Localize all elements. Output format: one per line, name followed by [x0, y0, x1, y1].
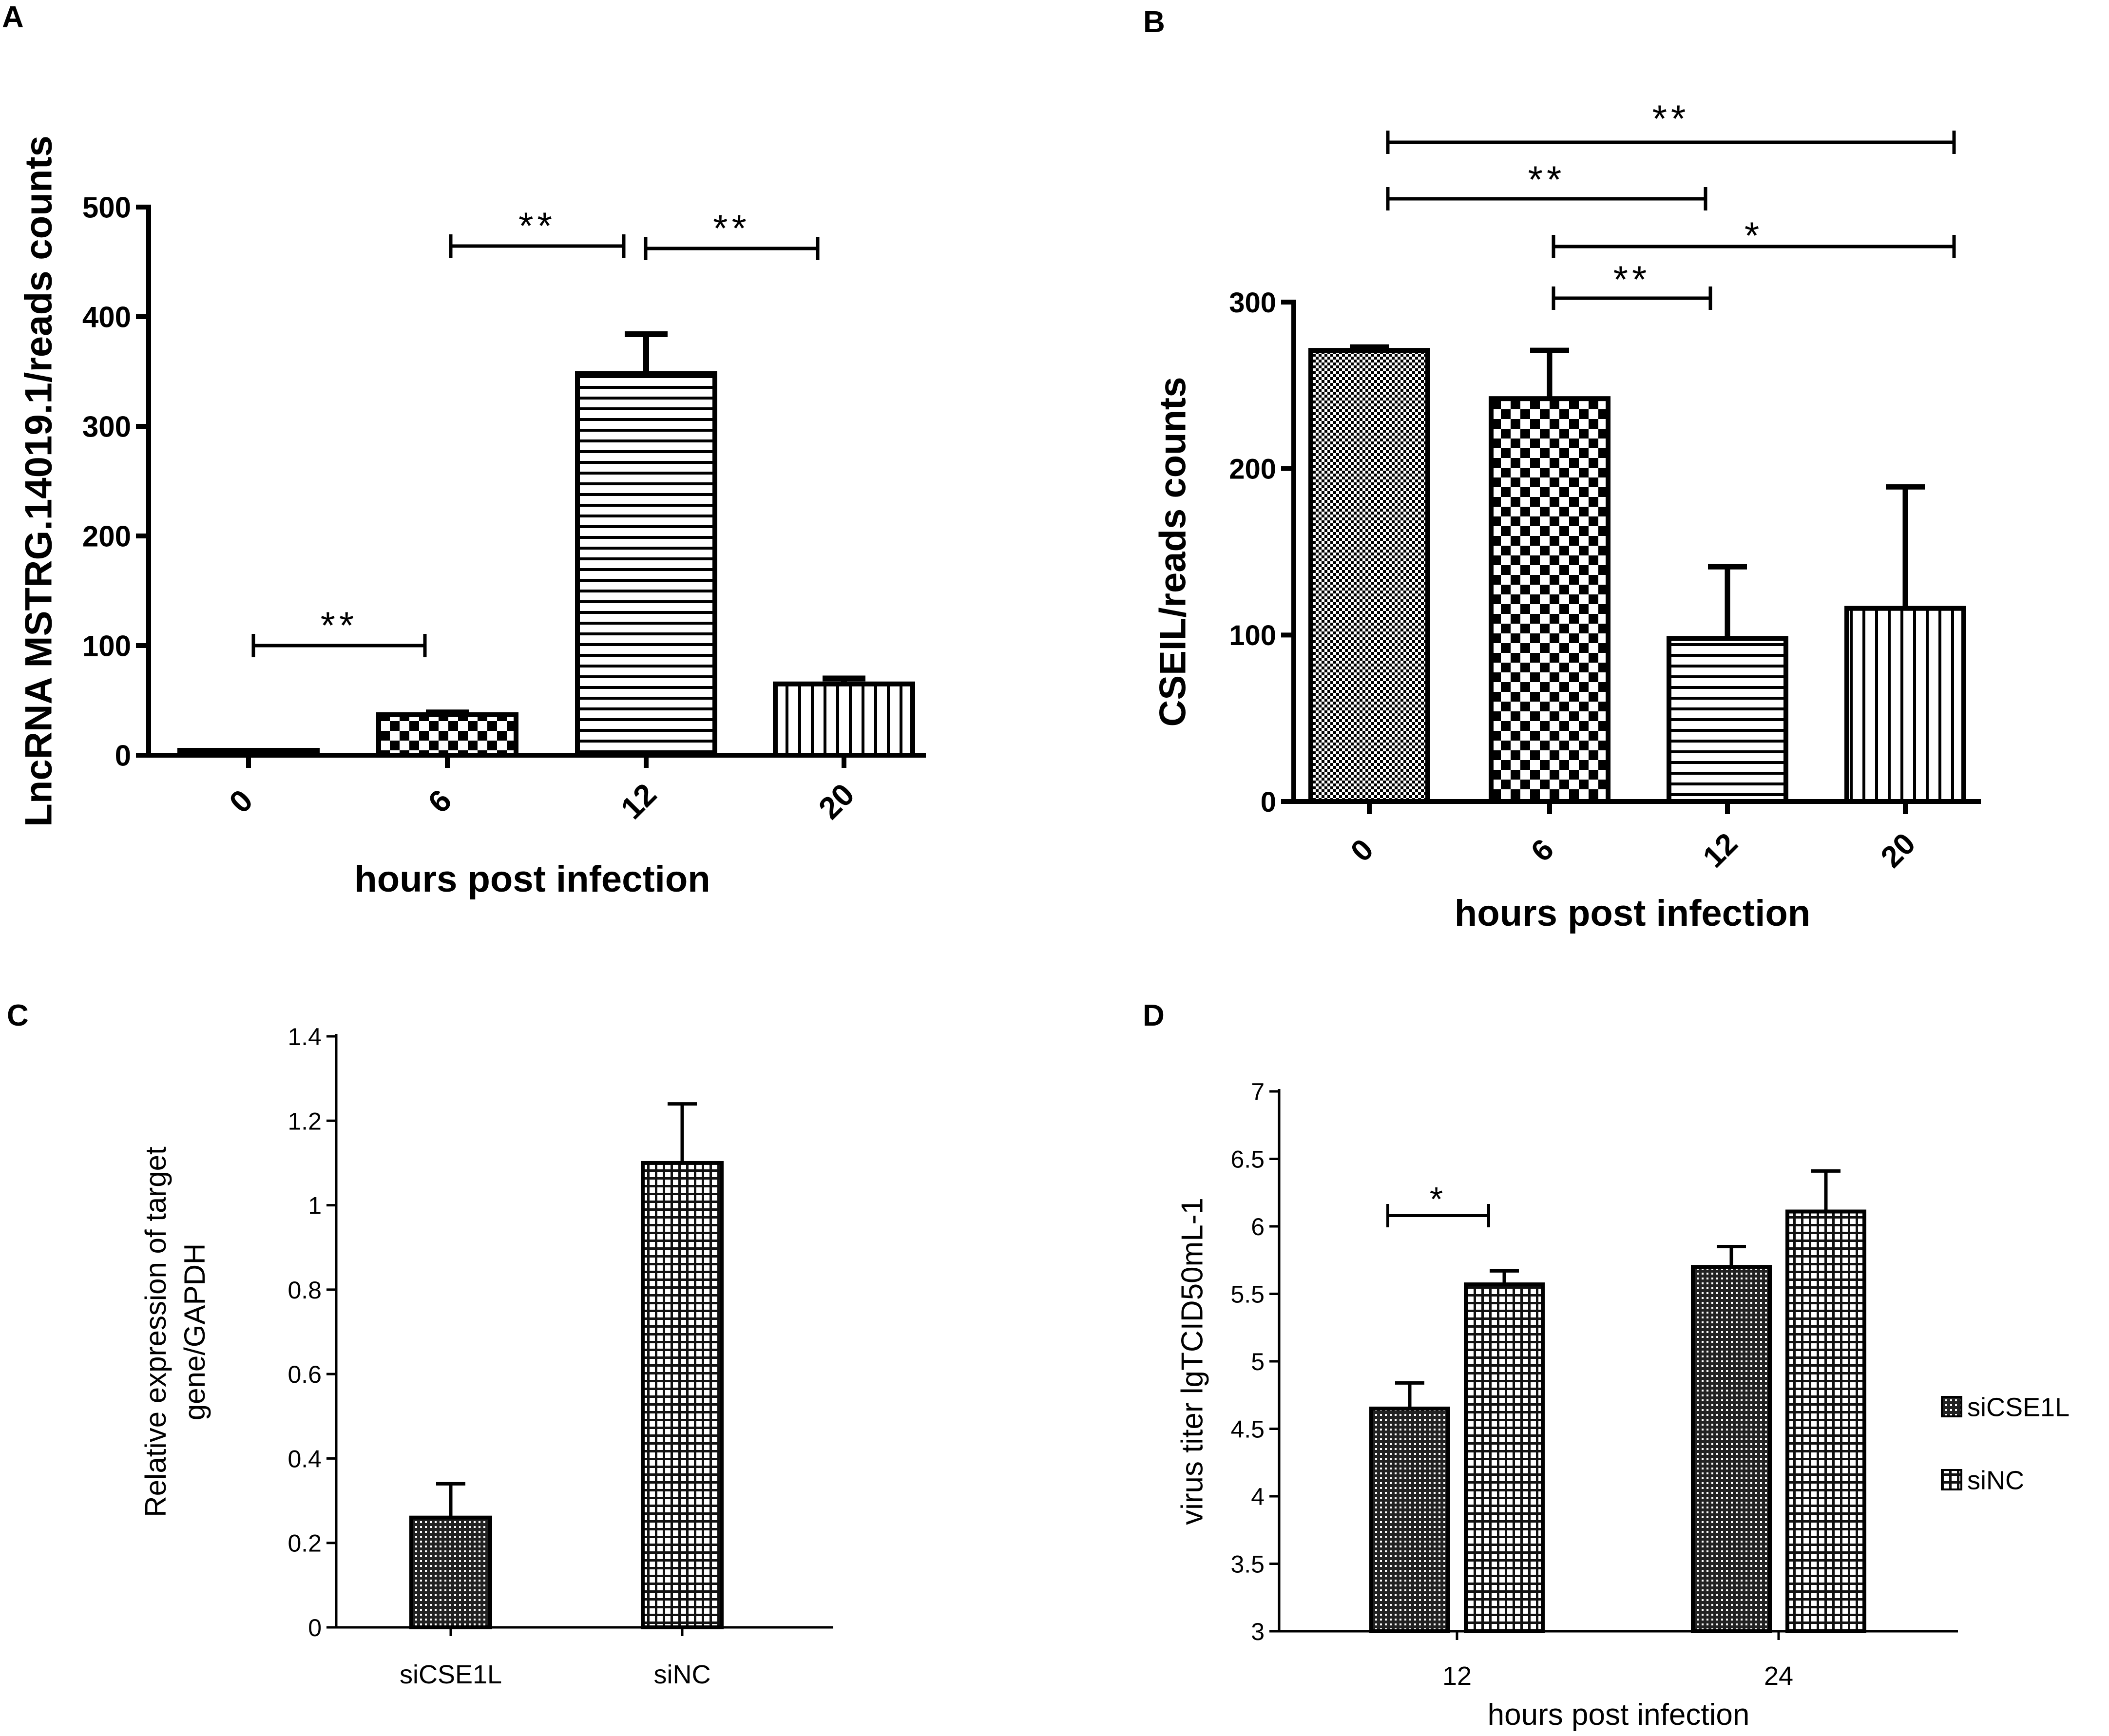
- bar-20: [1844, 606, 1966, 804]
- significance-label: **: [518, 204, 556, 247]
- bar-20: [773, 681, 915, 758]
- y-tick-label: 0: [1261, 786, 1276, 818]
- y-tick-label: 400: [82, 301, 131, 334]
- bar-0: [1308, 348, 1430, 804]
- panel-letter-c: C: [7, 999, 29, 1032]
- panel-letter-a: A: [2, 0, 24, 34]
- y-tick-label: 1.2: [288, 1107, 322, 1135]
- bar-12: [575, 371, 717, 758]
- x-tick-label: 20: [812, 777, 861, 826]
- legend-swatch-sicse1l: [1941, 1396, 1962, 1417]
- bar-sicse1l-12: [1369, 1406, 1450, 1633]
- y-tick-label: 0.6: [288, 1361, 322, 1388]
- legend-label-sinc: siNC: [1967, 1466, 2024, 1495]
- x-tick-label: 12: [1442, 1661, 1472, 1691]
- bar-sinc-24: [1785, 1209, 1866, 1633]
- bar-sinc-12: [1464, 1282, 1545, 1634]
- y-tick-label: 4: [1251, 1483, 1265, 1510]
- chart-a: 0 100 200 300 400 500 0 6 12 20 hours post infecti…: [17, 135, 926, 900]
- y-tick-label: 4.5: [1230, 1416, 1265, 1443]
- x-tick-label: siNC: [654, 1660, 711, 1689]
- x-axis-label: hours post infection: [1488, 1698, 1750, 1732]
- x-axis-label: hours post infection: [1455, 893, 1810, 934]
- significance-label: **: [1613, 258, 1651, 301]
- y-tick-label: 6: [1251, 1213, 1265, 1240]
- bar-sicse1l-24: [1691, 1265, 1772, 1634]
- y-axis-label: LncRNA MSTRG.14019.1/reads counts: [17, 135, 59, 827]
- y-tick-label: 3: [1251, 1618, 1265, 1645]
- significance-label: **: [713, 207, 750, 249]
- bar-6: [1489, 396, 1611, 804]
- x-tick-label: 20: [1875, 827, 1922, 875]
- y-tick-label: 300: [82, 411, 131, 443]
- panel-letter-d: D: [1143, 999, 1165, 1032]
- x-tick-label: siCSE1L: [400, 1660, 502, 1689]
- y-axis-label: Relative expression of target: [139, 1146, 172, 1517]
- y-tick-label: 6.5: [1230, 1146, 1265, 1173]
- y-tick-label: 5.5: [1230, 1281, 1265, 1308]
- y-tick-label: 0.8: [288, 1277, 322, 1304]
- y-tick-label: 1.4: [288, 1023, 322, 1050]
- panel-letter-b: B: [1143, 5, 1165, 39]
- significance-label: **: [321, 604, 358, 647]
- chart-d: 3 3.5 4 4.5 5 5.5 6 6.5 7 12 24 hours post infectio…: [1175, 1078, 2070, 1732]
- y-axis-label: virus titer lgTCID50mL-1: [1175, 1198, 1209, 1525]
- y-tick-label: 500: [82, 191, 131, 224]
- y-tick-label: 1: [308, 1192, 322, 1220]
- bar-12: [1667, 636, 1788, 804]
- bar-sicse1l: [409, 1515, 492, 1629]
- y-tick-label: 100: [1229, 620, 1276, 651]
- y-tick-label: 200: [1229, 454, 1276, 485]
- y-axis-label: CSEIL/reads counts: [1152, 377, 1193, 727]
- significance-label: *: [1430, 1180, 1447, 1218]
- y-tick-label: 5: [1251, 1348, 1265, 1375]
- y-tick-label: 300: [1229, 287, 1276, 319]
- y-axis-label: gene/GAPDH: [178, 1243, 211, 1421]
- x-tick-label: 0: [222, 782, 259, 820]
- bar-6: [376, 712, 518, 758]
- bar-sinc: [641, 1161, 724, 1629]
- y-tick-label: 7: [1251, 1078, 1265, 1106]
- y-tick-label: 0: [115, 740, 131, 772]
- significance-label: **: [1652, 97, 1690, 140]
- y-tick-label: 0.2: [288, 1530, 322, 1557]
- x-tick-label: 24: [1764, 1661, 1793, 1691]
- chart-c: 0 0.2 0.4 0.6 0.8 1 1.2 1.4 siCSE1L siNC Relative …: [139, 1023, 833, 1689]
- y-tick-label: 0.4: [288, 1445, 322, 1472]
- legend-swatch-sinc: [1941, 1469, 1962, 1490]
- x-tick-label: 6: [1525, 833, 1560, 868]
- x-tick-label: 0: [1344, 833, 1380, 868]
- significance-label: **: [1528, 158, 1566, 201]
- y-tick-label: 0: [308, 1614, 322, 1641]
- significance-label: *: [1745, 214, 1763, 257]
- chart-b: 0 100 200 300 0 6 12 20 hours post infection CSEI…: [1152, 97, 1981, 934]
- y-tick-label: 3.5: [1230, 1551, 1265, 1578]
- x-tick-label: 6: [421, 782, 458, 820]
- legend-label-sicse1l: siCSE1L: [1967, 1393, 2070, 1422]
- x-axis-label: hours post infection: [354, 858, 710, 900]
- x-tick-label: 12: [614, 777, 663, 826]
- y-tick-label: 200: [82, 520, 131, 553]
- x-tick-label: 12: [1697, 827, 1745, 875]
- y-tick-label: 100: [82, 630, 131, 663]
